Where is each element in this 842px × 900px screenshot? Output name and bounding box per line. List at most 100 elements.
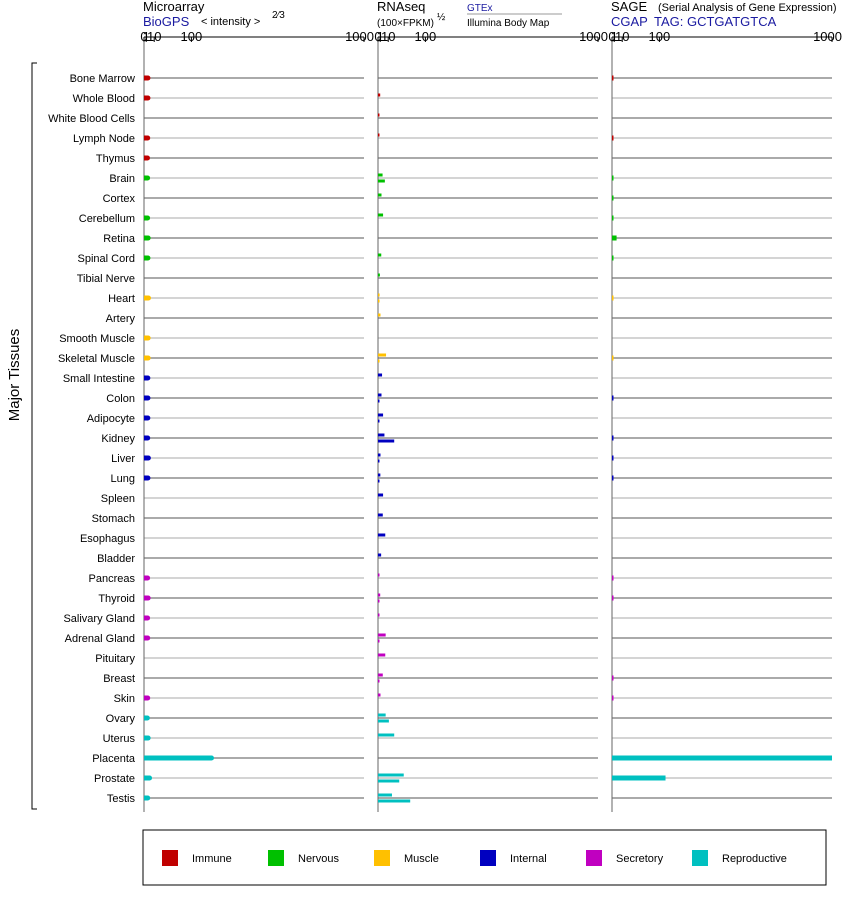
illumina-bar bbox=[378, 459, 380, 463]
microarray-bar-cap bbox=[145, 235, 151, 241]
gtex-bar bbox=[378, 633, 386, 637]
microarray-bar-cap bbox=[145, 295, 151, 301]
illumina-bar bbox=[378, 679, 380, 683]
tissue-label: Thyroid bbox=[98, 593, 135, 605]
rnaseq-header: RNAseq (100×FPKM) ½ GTEx Illumina Body M… bbox=[377, 0, 562, 29]
tissue-label: Pancreas bbox=[89, 573, 136, 585]
gtex-bar bbox=[378, 353, 387, 357]
tissue-label: Breast bbox=[103, 673, 135, 685]
microarray-bar-cap bbox=[145, 795, 151, 801]
sage-source: CGAP bbox=[611, 14, 648, 29]
tissue-label: Adrenal Gland bbox=[65, 633, 135, 645]
gtex-bar bbox=[378, 393, 382, 397]
tissue-label: Artery bbox=[106, 313, 136, 325]
legend-label: Reproductive bbox=[722, 853, 787, 865]
microarray-bar-cap bbox=[145, 575, 151, 581]
gtex-bar bbox=[378, 273, 380, 277]
legend-swatch bbox=[586, 850, 602, 866]
tissue-label: Bladder bbox=[97, 553, 135, 565]
microarray-bar-cap bbox=[145, 735, 151, 741]
sage-bar bbox=[612, 775, 666, 781]
tissue-label: Heart bbox=[108, 293, 135, 305]
sage-bar bbox=[612, 575, 614, 581]
illumina-bar bbox=[378, 439, 395, 443]
illumina-bar bbox=[378, 639, 380, 643]
tissue-label: Skeletal Muscle bbox=[58, 353, 135, 365]
legend-swatch bbox=[374, 850, 390, 866]
x-tick-label: 1000 bbox=[345, 29, 374, 44]
illumina-bar bbox=[378, 359, 380, 363]
gtex-bar bbox=[378, 313, 381, 317]
sage-bar bbox=[612, 255, 614, 261]
tissue-label: Whole Blood bbox=[73, 93, 135, 105]
gtex-bar bbox=[378, 493, 384, 497]
sage-bar bbox=[612, 175, 614, 181]
legend-swatch bbox=[480, 850, 496, 866]
legend-swatch bbox=[692, 850, 708, 866]
gtex-bar bbox=[378, 413, 384, 417]
microarray-bar-cap bbox=[145, 375, 151, 381]
microarray-bar-cap bbox=[145, 255, 151, 261]
gtex-bar bbox=[378, 673, 383, 677]
sage-bar bbox=[612, 755, 832, 761]
x-tick-label: 100 bbox=[181, 29, 203, 44]
microarray-bar-cap bbox=[145, 615, 151, 621]
illumina-bar bbox=[378, 299, 380, 303]
tissue-label: Bone Marrow bbox=[70, 73, 135, 85]
microarray-scale-label: < intensity > bbox=[201, 16, 260, 28]
x-tick-label: 1 bbox=[143, 29, 150, 44]
illumina-bar bbox=[378, 599, 380, 603]
sage-tag: TAG: GCTGATGTCA bbox=[654, 14, 777, 29]
sage-bar bbox=[612, 75, 614, 81]
rnaseq-source-illumina: Illumina Body Map bbox=[467, 18, 550, 29]
illumina-bar bbox=[378, 419, 380, 423]
tissue-label: Tibial Nerve bbox=[77, 273, 135, 285]
microarray-bar-cap bbox=[147, 775, 153, 781]
y-axis-label: Major Tissues bbox=[6, 329, 23, 422]
tissue-label: Stomach bbox=[92, 513, 135, 525]
illumina-bar bbox=[378, 799, 411, 803]
microarray-title: Microarray bbox=[143, 0, 205, 14]
tissue-label: Spleen bbox=[101, 493, 135, 505]
rnaseq-exponent: ½ bbox=[437, 12, 446, 23]
tissue-label: Uterus bbox=[103, 733, 136, 745]
gtex-bar bbox=[378, 533, 386, 537]
tissue-label: Salivary Gland bbox=[63, 613, 135, 625]
tissue-label: Pituitary bbox=[95, 653, 135, 665]
illumina-bar bbox=[378, 719, 389, 723]
microarray-bar-cap bbox=[144, 715, 150, 721]
gtex-bar bbox=[378, 193, 382, 197]
microarray-bar-cap bbox=[145, 355, 151, 361]
legend-label: Secretory bbox=[616, 853, 664, 865]
microarray-bar-cap bbox=[209, 755, 215, 761]
gtex-bar bbox=[378, 513, 383, 517]
illumina-bar bbox=[378, 179, 385, 183]
sage-title: SAGE bbox=[611, 0, 647, 14]
x-tick-label: 10 bbox=[147, 29, 161, 44]
gtex-bar bbox=[378, 433, 385, 437]
tissue-label: Prostate bbox=[94, 773, 135, 785]
gtex-bar bbox=[378, 553, 382, 557]
microarray-exponent: 2⁄3 bbox=[272, 10, 285, 21]
tissue-label: Retina bbox=[103, 233, 136, 245]
sage-bar bbox=[612, 235, 617, 241]
tissue-labels: Bone Marrow Whole Blood White Blood Cells L… bbox=[48, 73, 136, 805]
tissue-label: Placenta bbox=[92, 753, 136, 765]
sage-bar bbox=[612, 195, 614, 201]
tissue-label: Liver bbox=[111, 453, 135, 465]
gtex-bar bbox=[378, 293, 380, 297]
gtex-bar bbox=[378, 573, 380, 577]
illumina-bar bbox=[378, 479, 380, 483]
gtex-bar bbox=[378, 113, 380, 117]
gtex-bar bbox=[378, 473, 381, 477]
microarray-bar-cap bbox=[145, 595, 151, 601]
rnaseq-units: (100×FPKM) bbox=[377, 18, 434, 29]
x-tick-label: 10 bbox=[615, 29, 629, 44]
legend-swatch bbox=[268, 850, 284, 866]
gtex-bar bbox=[378, 613, 380, 617]
tissue-label: Kidney bbox=[101, 433, 135, 445]
tissue-label: Esophagus bbox=[80, 533, 136, 545]
tissue-bracket bbox=[31, 62, 37, 810]
